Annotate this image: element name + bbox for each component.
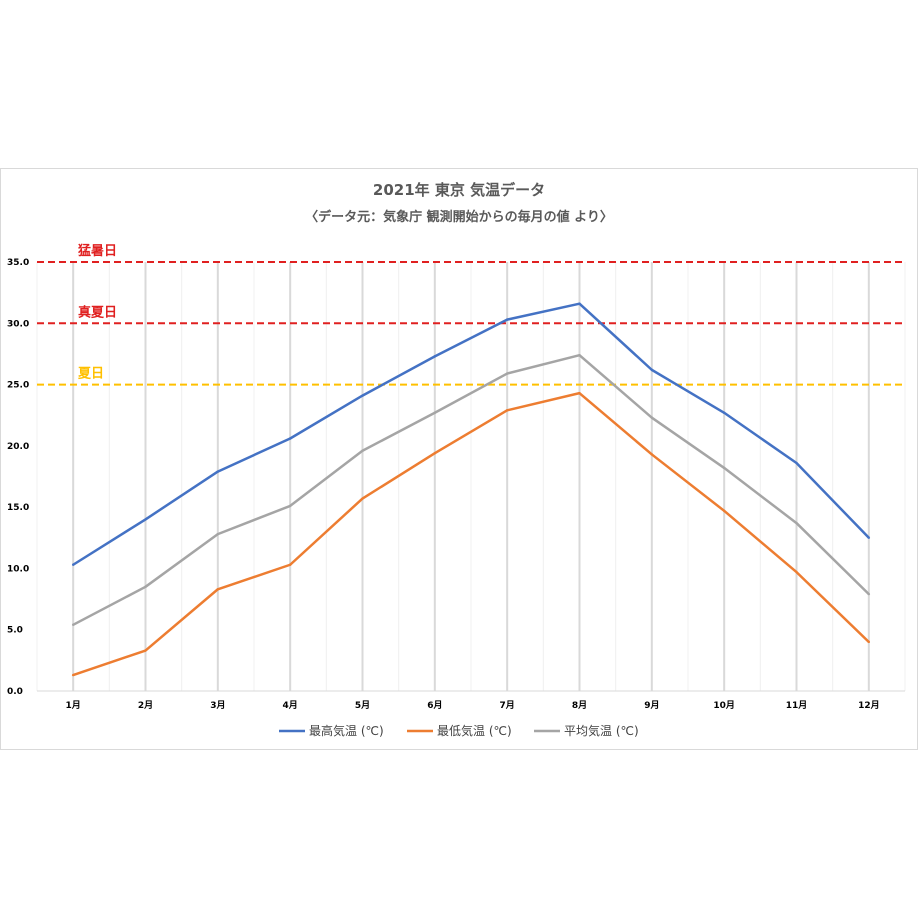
legend-label-1: 最低気温 (℃) xyxy=(437,723,512,738)
data-point xyxy=(71,563,75,566)
data-point xyxy=(433,452,437,455)
data-point xyxy=(578,353,581,357)
data-point xyxy=(795,521,798,525)
data-point xyxy=(867,536,871,539)
chart-area: 2021年 東京 気温データ 〈データ元：気象庁 観測開始からの毎月の値 より〉… xyxy=(0,168,918,750)
x-tick-label: 12月 xyxy=(858,700,880,711)
y-tick-label: 35.0 xyxy=(7,258,29,268)
data-point xyxy=(722,411,726,414)
data-point xyxy=(867,592,871,596)
reference-label-0: 猛暑日 xyxy=(77,243,117,259)
data-point xyxy=(144,649,147,652)
data-point xyxy=(144,518,147,521)
data-point xyxy=(650,453,654,456)
x-tick-label: 11月 xyxy=(786,700,808,711)
x-tick-label: 4月 xyxy=(283,700,298,711)
data-point xyxy=(361,394,364,397)
x-tick-label: 9月 xyxy=(644,700,659,711)
series-line-1 xyxy=(72,391,870,677)
data-point xyxy=(71,673,75,677)
y-tick-label: 15.0 xyxy=(7,503,29,513)
data-point xyxy=(288,563,292,566)
data-point xyxy=(578,391,581,395)
x-tick-label: 7月 xyxy=(500,700,515,711)
reference-label-2: 夏日 xyxy=(77,367,104,382)
y-tick-label: 5.0 xyxy=(7,626,23,636)
reference-label-1: 真夏日 xyxy=(78,304,117,320)
legend-label-2: 平均気温 (℃) xyxy=(564,723,639,738)
x-tick-label: 6月 xyxy=(427,700,442,711)
legend: 最高気温 (℃) 最低気温 (℃) 平均気温 (℃) xyxy=(279,723,639,738)
data-point xyxy=(650,368,654,372)
data-point xyxy=(722,466,726,470)
data-point xyxy=(505,409,509,412)
data-point xyxy=(71,623,75,627)
data-point xyxy=(216,532,220,536)
data-point xyxy=(361,449,364,452)
data-point xyxy=(795,570,798,574)
x-tick-label: 5月 xyxy=(355,700,370,711)
x-tick-label: 10月 xyxy=(713,700,735,711)
series-line-2 xyxy=(72,353,870,626)
data-point xyxy=(288,504,292,508)
series-line-0 xyxy=(72,302,870,566)
x-tick-label: 3月 xyxy=(210,700,225,711)
x-axis: 1月 2月 3月 4月 5月 6月 7月 8月 9月 10月 11月 12月 xyxy=(66,700,880,711)
data-point xyxy=(433,411,437,414)
data-point xyxy=(216,470,220,473)
data-point xyxy=(650,416,654,419)
data-point xyxy=(867,640,871,644)
y-tick-label: 0.0 xyxy=(7,687,23,697)
chart-title: 2021年 東京 気温データ xyxy=(373,181,545,199)
y-tick-label: 10.0 xyxy=(7,564,29,574)
y-axis: 0.0 5.0 10.0 15.0 20.0 25.0 30.0 35.0 xyxy=(7,258,29,697)
line-chart: 2021年 東京 気温データ 〈データ元：気象庁 観測開始からの毎月の値 より〉… xyxy=(7,181,906,738)
x-tick-label: 8月 xyxy=(572,700,587,711)
chart-subtitle: 〈データ元：気象庁 観測開始からの毎月の値 より〉 xyxy=(305,209,613,225)
data-point xyxy=(288,437,292,440)
series-lines xyxy=(71,302,871,677)
y-tick-label: 25.0 xyxy=(7,381,29,391)
data-point xyxy=(433,355,437,358)
y-tick-label: 20.0 xyxy=(7,442,29,452)
x-tick-label: 2月 xyxy=(138,700,153,711)
y-tick-label: 30.0 xyxy=(7,319,29,329)
legend-label-0: 最高気温 (℃) xyxy=(309,723,384,738)
x-tick-label: 1月 xyxy=(66,700,81,711)
data-point xyxy=(578,302,581,305)
data-point xyxy=(361,497,364,500)
data-point xyxy=(216,588,220,591)
vertical-gridlines xyxy=(36,262,906,692)
data-point xyxy=(505,372,509,375)
data-point xyxy=(722,509,726,513)
data-point xyxy=(144,585,147,589)
data-point xyxy=(505,318,509,321)
data-point xyxy=(795,461,798,465)
